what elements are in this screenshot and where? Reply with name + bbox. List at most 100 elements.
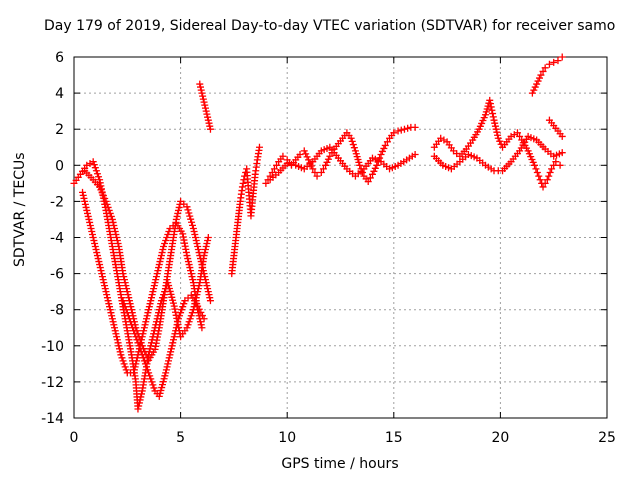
data-point: [317, 169, 325, 177]
data-point: [270, 165, 278, 173]
data-point: [533, 80, 541, 88]
data-point: [198, 89, 206, 97]
data-point: [203, 240, 211, 248]
data-point: [347, 134, 355, 142]
data-point: [201, 246, 209, 254]
data-point: [80, 194, 88, 202]
data-point: [558, 149, 566, 157]
data-point: [200, 270, 208, 278]
data-point: [169, 336, 177, 344]
data-point: [158, 249, 166, 257]
data-point: [124, 291, 132, 299]
axis-frame: [73, 56, 608, 419]
data-point: [123, 288, 131, 296]
data-point: [539, 67, 547, 75]
data-point: [155, 261, 163, 269]
x-tick-label: 25: [598, 430, 616, 446]
data-point: [411, 123, 419, 131]
data-point: [183, 252, 191, 260]
data-point: [114, 339, 122, 347]
data-point: [204, 234, 212, 241]
data-point: [133, 357, 141, 365]
data-point: [554, 57, 562, 65]
data-point: [172, 327, 180, 335]
data-point: [550, 58, 558, 66]
data-point: [490, 116, 498, 124]
data-point: [165, 357, 173, 365]
data-point: [380, 144, 388, 152]
data-point: [87, 224, 95, 232]
data-point: [204, 285, 212, 293]
x-axis-label: GPS time / hours: [281, 456, 399, 472]
data-point: [531, 83, 539, 91]
data-point: [89, 234, 97, 241]
y-tick-label: -2: [50, 194, 64, 210]
y-tick-label: 2: [55, 122, 64, 138]
y-tick-label: -8: [50, 303, 64, 319]
data-point: [154, 267, 162, 275]
data-point: [180, 300, 188, 308]
data-point: [188, 273, 196, 281]
data-point: [394, 127, 402, 135]
data-point: [168, 342, 176, 350]
data-point: [539, 183, 547, 191]
data-point: [196, 83, 204, 91]
data-point: [300, 147, 308, 155]
data-point: [283, 159, 291, 167]
data-point: [533, 169, 541, 177]
data-point: [194, 243, 202, 251]
data-point: [537, 71, 545, 79]
data-point: [134, 405, 142, 413]
data-point: [201, 101, 209, 109]
y-tick-label: -4: [50, 231, 64, 247]
data-point: [255, 143, 263, 151]
data-point: [93, 252, 101, 260]
data-point: [319, 165, 327, 173]
data-point: [142, 363, 150, 371]
data-point: [496, 137, 504, 145]
data-point: [144, 366, 152, 374]
data-point: [381, 141, 389, 149]
data-point: [140, 327, 148, 335]
data-point: [109, 318, 117, 326]
x-tick-label: 0: [70, 430, 79, 446]
data-point: [98, 273, 106, 281]
data-point: [198, 312, 206, 320]
data-point: [177, 309, 185, 317]
data-point: [279, 152, 287, 160]
data-point: [172, 215, 180, 223]
data-point: [115, 342, 123, 350]
data-point: [196, 80, 204, 88]
data-point: [153, 270, 161, 278]
data-point: [83, 206, 91, 214]
data-point: [167, 345, 175, 353]
data-point: [492, 125, 500, 133]
chart-title: Day 179 of 2019, Sidereal Day-to-day VTE…: [44, 18, 616, 34]
data-point: [356, 161, 364, 169]
data-point: [201, 273, 209, 281]
data-point: [185, 261, 193, 269]
data-point: [161, 240, 169, 248]
data-point: [187, 270, 195, 278]
data-point: [93, 170, 101, 178]
data-point: [309, 165, 317, 173]
data-point: [190, 227, 198, 235]
data-point: [194, 246, 202, 254]
data-point: [130, 366, 138, 374]
data-point: [118, 354, 126, 362]
data-point: [185, 318, 193, 326]
data-point: [179, 303, 187, 311]
data-point: [528, 89, 536, 97]
data-point: [188, 218, 196, 226]
data-point: [109, 218, 117, 226]
data-point: [145, 369, 153, 377]
data-point: [366, 174, 374, 182]
data-point: [91, 240, 99, 248]
data-point: [192, 237, 200, 245]
data-point: [96, 264, 104, 272]
data-point: [130, 369, 138, 377]
data-point: [184, 206, 192, 214]
data-point: [192, 234, 200, 241]
data-point: [196, 252, 204, 260]
